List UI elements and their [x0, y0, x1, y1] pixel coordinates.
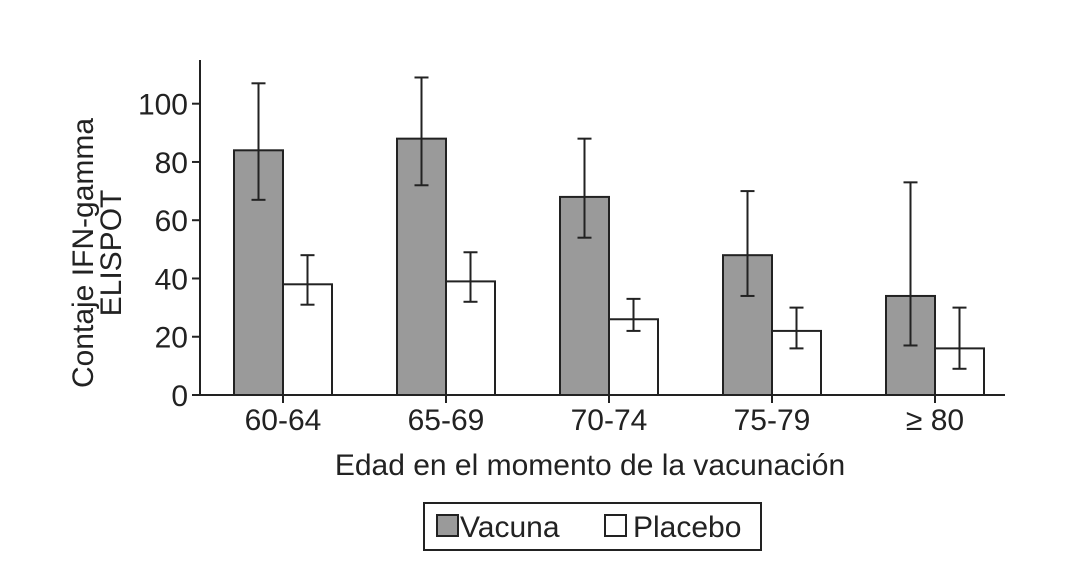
error-bars — [251, 76, 967, 370]
y-tick-label: 100 — [138, 89, 188, 122]
x-tick-label: 65-69 — [408, 404, 485, 437]
x-axis-labels: 60-64 65-69 70-74 75-79 ≥ 80 — [245, 395, 964, 437]
y-axis-title-line-1: Contaje IFN-gamma — [67, 118, 100, 388]
y-tick-label: 40 — [155, 263, 188, 296]
y-axis-title-line-2: ELISPOT — [95, 190, 128, 317]
legend-label-placebo: Placebo — [633, 511, 741, 544]
x-tick-label: ≥ 80 — [906, 404, 964, 437]
legend: Vacuna Placebo — [423, 502, 762, 551]
x-tick-label: 70-74 — [571, 404, 648, 437]
x-tick-label: 60-64 — [245, 404, 322, 437]
legend-box — [423, 502, 762, 551]
y-axis-ticks: 0 20 40 60 80 100 — [138, 89, 200, 413]
legend-swatch-vacuna — [436, 514, 459, 537]
legend-label-vacuna: Vacuna — [460, 511, 560, 544]
bars — [233, 137, 985, 397]
y-axis-title: Contaje IFN-gamma ELISPOT — [67, 118, 128, 388]
legend-swatch-placebo — [604, 514, 627, 537]
y-tick-label: 60 — [155, 205, 188, 238]
y-tick-label: 80 — [155, 147, 188, 180]
x-axis-title: Edad en el momento de la vacunación — [335, 449, 845, 482]
y-tick-label: 20 — [155, 322, 188, 355]
y-tick-label: 0 — [171, 380, 188, 413]
x-tick-label: 75-79 — [734, 404, 811, 437]
